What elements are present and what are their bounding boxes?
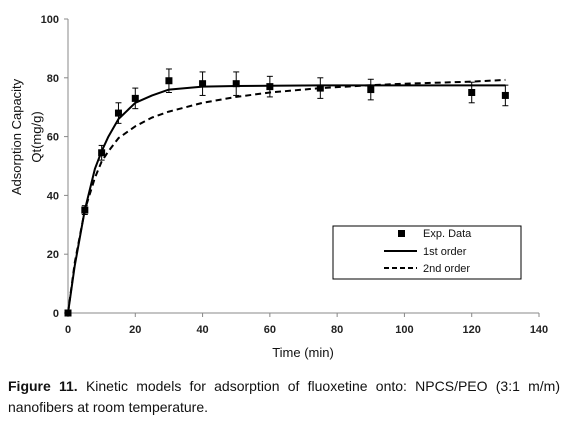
figure-caption: Figure 11. Kinetic models for adsorption… xyxy=(8,376,560,418)
x-tick-label: 0 xyxy=(65,324,71,336)
legend-box xyxy=(332,225,522,280)
y-tick-label: 80 xyxy=(47,73,59,85)
figure-label: Figure 11. xyxy=(8,378,78,394)
series-lines xyxy=(67,78,506,314)
y-tick-label: 40 xyxy=(47,190,59,202)
exp-data-point xyxy=(266,83,274,91)
x-tick-label: 60 xyxy=(264,324,276,336)
exp-data-point xyxy=(468,89,476,96)
x-tick-label: 100 xyxy=(395,324,413,336)
exp-data-point xyxy=(114,109,122,117)
plot-area: 0 20 40 60 80 100 0 20 40 60 80 100 120 140 xyxy=(41,14,549,336)
legend: Exp. Data 1st order 2nd order xyxy=(332,225,522,280)
first-order-line xyxy=(67,84,506,314)
legend-marker-exp xyxy=(398,230,405,237)
legend-label-second-order: 2nd order xyxy=(423,263,470,275)
exp-data-point xyxy=(81,206,89,214)
exp-data-point xyxy=(165,77,173,85)
y-tick-label: 0 xyxy=(53,308,59,320)
figure-caption-text: Kinetic models for adsorption of fluoxet… xyxy=(8,378,560,415)
x-axis-title: Time (min) xyxy=(272,345,334,360)
exp-data-point xyxy=(232,80,240,88)
legend-label-first-order: 1st order xyxy=(423,246,467,258)
series-points xyxy=(64,68,509,317)
exp-data-point xyxy=(131,94,139,102)
x-tick-label: 140 xyxy=(530,324,548,336)
exp-data-point xyxy=(316,84,324,92)
y-ticks: 0 20 40 60 80 100 xyxy=(41,14,68,320)
exp-data-point xyxy=(98,149,106,157)
exp-data-point xyxy=(367,86,375,94)
x-tick-label: 20 xyxy=(129,324,141,336)
x-tick-label: 40 xyxy=(196,324,208,336)
x-tick-label: 80 xyxy=(331,324,343,336)
exp-data-point xyxy=(501,91,509,99)
exp-data-point xyxy=(64,309,72,317)
exp-data-point xyxy=(199,80,207,88)
x-ticks: 0 20 40 60 80 100 120 140 xyxy=(65,313,548,336)
y-tick-label: 100 xyxy=(41,14,59,26)
x-tick-label: 120 xyxy=(463,324,481,336)
y-axis-title: Adsorption Capacity xyxy=(9,78,24,195)
y-axis-unit: Qt(mg/g) xyxy=(29,111,44,162)
y-tick-label: 60 xyxy=(47,132,59,144)
kinetic-chart: 0 20 40 60 80 100 0 20 40 60 80 100 120 140 Time (mi… xyxy=(9,14,549,360)
legend-label-exp: Exp. Data xyxy=(423,228,472,240)
y-tick-label: 20 xyxy=(47,249,59,261)
